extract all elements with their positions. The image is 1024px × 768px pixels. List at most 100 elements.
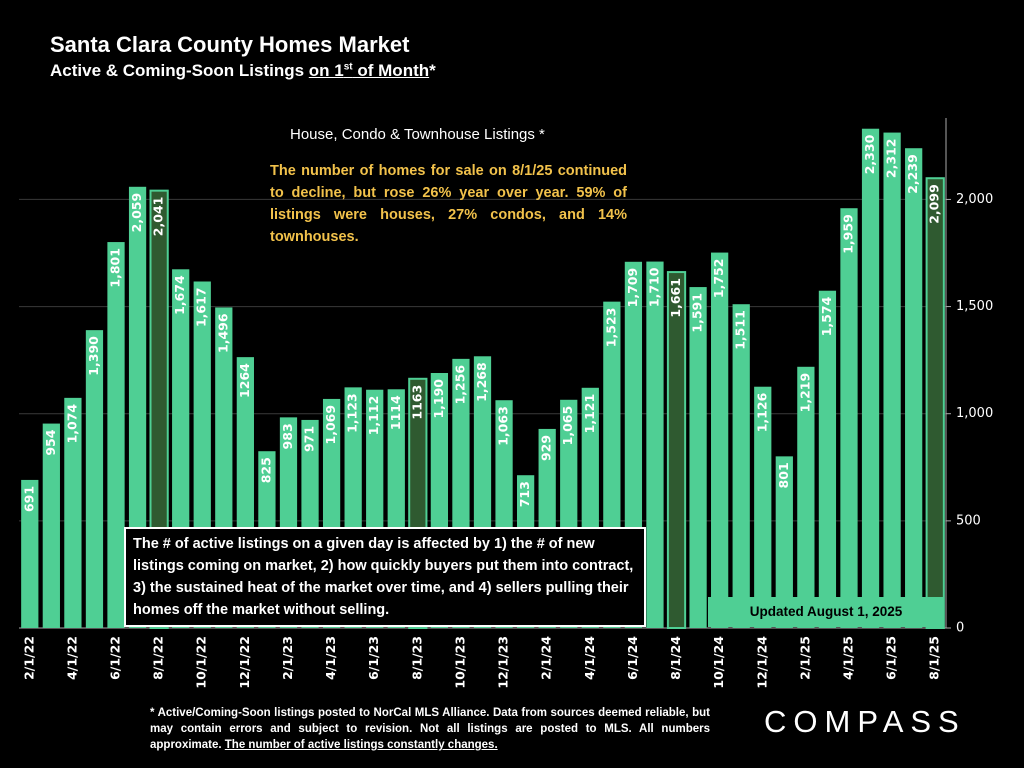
value-label: 1,574 xyxy=(819,296,834,336)
x-tick-label: 6/1/22 xyxy=(108,636,123,680)
value-label: 1,511 xyxy=(733,310,748,350)
value-label: 1,752 xyxy=(711,259,726,299)
y-tick-label: 1,500 xyxy=(956,299,993,314)
bar xyxy=(883,132,901,629)
x-tick-label: 2/1/22 xyxy=(21,636,36,680)
value-label: 1,959 xyxy=(840,214,855,254)
value-label: 954 xyxy=(43,429,58,455)
x-tick-label: 12/1/22 xyxy=(237,636,252,689)
x-tick-label: 2/1/24 xyxy=(539,636,554,680)
value-label: 1,256 xyxy=(452,365,467,405)
y-tick-label: 1,000 xyxy=(956,406,993,421)
subtitle-superscript: st xyxy=(343,61,353,73)
x-tick-label: 2/1/23 xyxy=(280,636,295,680)
value-label: 2,041 xyxy=(151,197,166,237)
x-tick-label: 4/1/22 xyxy=(64,636,79,680)
value-label: 1,523 xyxy=(603,308,618,348)
value-label: 713 xyxy=(517,481,532,507)
bar xyxy=(21,479,39,628)
chart-title: Santa Clara County Homes Market xyxy=(50,32,410,57)
x-tick-label: 12/1/24 xyxy=(754,636,769,689)
y-tick-label: 2,000 xyxy=(956,192,993,207)
bar xyxy=(666,271,687,629)
bar xyxy=(646,261,664,628)
bar xyxy=(905,148,923,628)
x-tick-label: 4/1/23 xyxy=(323,636,338,680)
value-label: 691 xyxy=(21,486,36,512)
value-label: 1,268 xyxy=(474,362,489,402)
x-tick-label: 6/1/24 xyxy=(625,636,640,680)
value-label: 1,496 xyxy=(215,313,230,353)
value-label: 971 xyxy=(302,426,317,452)
value-label: 1,190 xyxy=(431,379,446,419)
value-label: 1,661 xyxy=(668,278,683,318)
value-label: 1163 xyxy=(409,385,424,420)
x-tick-label: 6/1/25 xyxy=(884,636,899,680)
x-tick-label: 10/1/24 xyxy=(711,636,726,689)
bar xyxy=(64,397,82,628)
bar xyxy=(107,242,125,629)
x-tick-label: 2/1/25 xyxy=(797,636,812,680)
bar xyxy=(85,330,104,628)
value-label: 1264 xyxy=(237,363,252,398)
subtitle-suffix: * xyxy=(429,61,436,80)
bar xyxy=(732,304,750,628)
value-label: 1,617 xyxy=(194,288,209,328)
x-tick-label: 12/1/23 xyxy=(496,636,511,689)
x-tick-label: 8/1/25 xyxy=(927,636,942,680)
bar xyxy=(149,189,169,629)
footnote-underlined: The number of active listings constantly… xyxy=(224,739,498,751)
bar xyxy=(861,128,880,628)
x-tick-label: 6/1/23 xyxy=(366,636,381,680)
value-label: 1,591 xyxy=(690,293,705,333)
bar xyxy=(128,186,147,629)
value-label: 1,069 xyxy=(323,405,338,445)
bar xyxy=(925,177,945,629)
value-label: 1,219 xyxy=(797,373,812,413)
footnote-text: * Active/Coming-Soon listings posted to … xyxy=(150,707,710,751)
x-tick-label: 4/1/25 xyxy=(840,636,855,680)
value-label: 1114 xyxy=(388,395,403,430)
value-label: 2,239 xyxy=(905,154,920,194)
bar xyxy=(42,423,60,628)
y-tick-label: 500 xyxy=(956,513,981,528)
value-label: 983 xyxy=(280,423,295,449)
value-label: 1,065 xyxy=(560,406,575,446)
value-label: 801 xyxy=(776,462,791,488)
value-label: 1,390 xyxy=(86,336,101,376)
bar xyxy=(711,252,729,629)
x-tick-label: 4/1/24 xyxy=(582,636,597,680)
bar xyxy=(818,290,837,628)
subtitle-underlined-rest: of Month xyxy=(352,61,430,80)
value-label: 1,710 xyxy=(646,267,661,307)
bar xyxy=(689,287,707,628)
value-label: 2,099 xyxy=(927,184,942,224)
value-label: 825 xyxy=(258,457,273,483)
y-tick-label: 0 xyxy=(956,621,964,636)
bar xyxy=(754,386,772,628)
x-tick-label: 8/1/22 xyxy=(151,636,166,680)
x-tick-label: 10/1/23 xyxy=(452,636,467,689)
footnote: * Active/Coming-Soon listings posted to … xyxy=(150,705,710,753)
x-tick-label: 10/1/22 xyxy=(194,636,209,689)
chart-subtitle: Active & Coming-Soon Listings on 1st of … xyxy=(50,61,436,81)
value-label: 1,801 xyxy=(108,248,123,288)
bar xyxy=(797,366,815,628)
value-label: 1,674 xyxy=(172,275,187,315)
bar xyxy=(840,208,858,628)
logo: COMPASS xyxy=(764,704,966,739)
value-label: 2,059 xyxy=(129,193,144,233)
value-label: 1,063 xyxy=(496,406,511,446)
value-label: 2,330 xyxy=(862,134,877,174)
x-tick-label: 8/1/24 xyxy=(668,636,683,680)
value-label: 2,312 xyxy=(884,139,899,179)
chart-heading: House, Condo & Townhouse Listings * xyxy=(290,126,545,143)
subtitle-underlined: on 1 xyxy=(308,61,344,80)
value-label: 1,709 xyxy=(625,268,640,308)
updated-box: Updated August 1, 2025 xyxy=(708,597,944,627)
value-label: 1,121 xyxy=(582,394,597,434)
value-label: 929 xyxy=(539,435,554,461)
value-label: 1,074 xyxy=(64,404,79,444)
